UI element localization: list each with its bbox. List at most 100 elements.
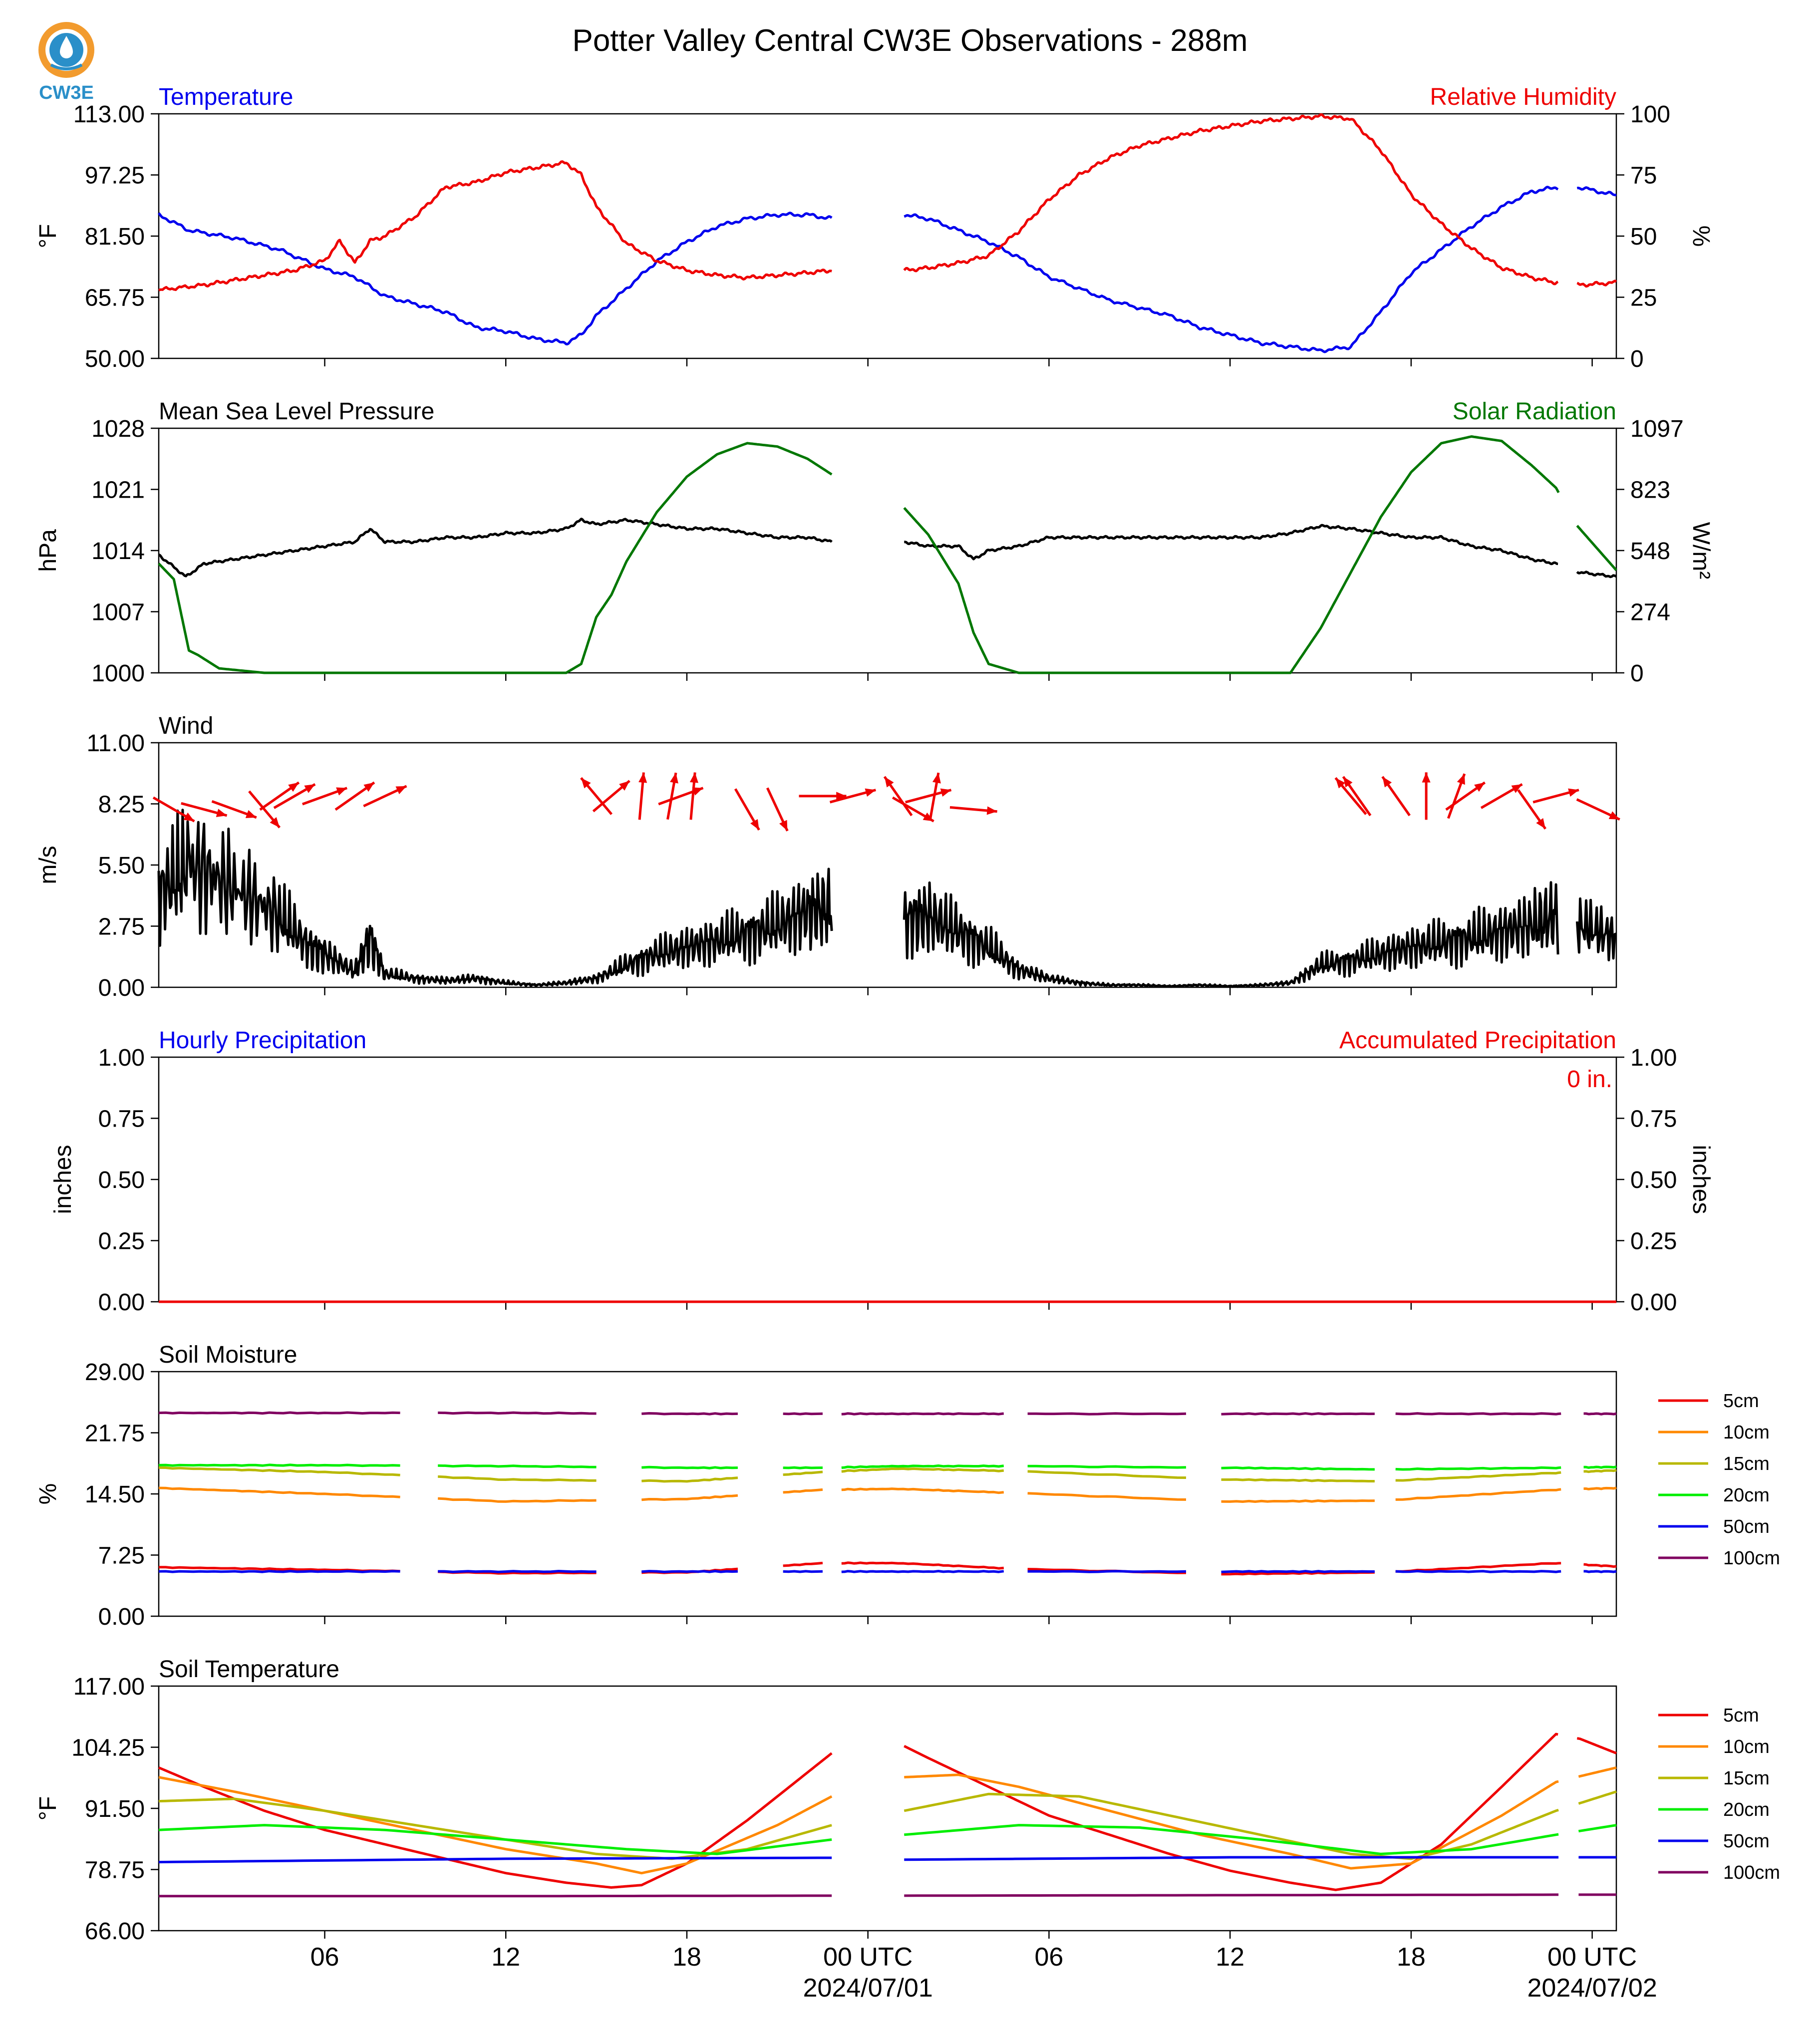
y-axis-label-left: m/s [35,846,61,884]
wind-arrow [1447,773,1466,819]
wind-arrow [1422,772,1431,820]
x-tick-label: 18 [1397,1943,1426,1972]
wind-arrow-head [270,817,280,828]
y-tick-label-right: 0.50 [1630,1167,1677,1193]
series-relative-humidity [158,113,1617,291]
y-tick-label-left: 1000 [91,660,145,687]
legend-label-10cm: 10cm [1723,1737,1770,1757]
y-tick-label-left: 50.00 [85,346,145,372]
y-tick-label-right: 1.00 [1630,1045,1677,1071]
y-tick-label-left: 0.75 [98,1106,145,1133]
panel-title-left: Hourly Precipitation [159,1027,366,1054]
y-tick-label-left: 1014 [91,538,145,565]
wind-arrow [799,792,847,801]
legend-label-15cm: 15cm [1723,1453,1770,1474]
wind-arrow-head [836,792,847,801]
panel-title-left: Soil Temperature [159,1656,339,1683]
y-tick-label-left: 0.00 [98,1289,145,1316]
legend-label-10cm: 10cm [1723,1422,1770,1443]
y-tick-label-right: 1097 [1630,416,1684,442]
wind-arrow [334,781,375,811]
y-axis-label-left: °F [35,1796,61,1821]
y-tick-label-left: 1.00 [98,1045,145,1071]
wind-arrow-head [1343,776,1353,788]
wind-arrow [638,772,647,820]
wind-arrow-head [1568,788,1579,797]
y-tick-label-right: 75 [1630,163,1657,189]
y-axis-label-left: °F [35,224,61,249]
wind-arrow-head [183,812,195,822]
y-tick-label-left: 21.75 [85,1421,145,1447]
wind-arrow [1480,783,1523,809]
y-tick-label-right: 50 [1630,224,1657,250]
legend-label-50cm: 50cm [1723,1516,1770,1537]
cw3e-logo-icon: CW3E [38,22,94,103]
panel-soil-moisture: 29.00 21.75 14.50 7.25 0.00 Soil Moisture% 5cm… [35,1342,1780,1630]
wind-arrow [883,776,913,817]
y-axis-label-right: inches [1688,1145,1714,1214]
wind-arrow-head [1608,811,1620,820]
x-tick-label: 12 [1215,1943,1244,1972]
wind-arrow [949,806,997,815]
series-100cm [158,1411,1617,1416]
wind-arrow-head [304,784,315,793]
wind-arrow-head [692,787,703,796]
panel-temperature-humidity: 113.00 97.25 81.50 65.75 50.00 100 75 50 25 0 Temp… [35,84,1714,372]
series-100cm [159,1893,1616,1898]
y-tick-label-left: 0.00 [98,1604,145,1630]
y-axis-label-left: inches [50,1145,76,1214]
y-tick-label-right: 548 [1630,538,1670,565]
wind-arrow-head [395,786,407,795]
y-tick-label-left: 0.25 [98,1228,145,1255]
series-15cm [158,1466,1617,1483]
y-axis-label-left: % [35,1483,61,1505]
legend-label-100cm: 100cm [1723,1862,1780,1883]
wind-arrow [592,780,630,813]
panel-pressure-solar: 1028 1021 1014 1007 1000 1097 823 548 274 0 Mean S… [35,398,1714,687]
wind-arrow [363,785,407,808]
wind-arrow [1334,777,1367,815]
y-tick-label-right: 0.75 [1630,1106,1677,1133]
legend-label-50cm: 50cm [1723,1831,1770,1852]
wind-arrow-head [619,781,630,791]
legend-label-15cm: 15cm [1723,1768,1770,1789]
wind-arrow-head [336,787,347,796]
wind-arrow-head [245,810,257,819]
panel-title-left: Wind [159,713,213,739]
legend-label-20cm: 20cm [1723,1799,1770,1820]
y-tick-label-right: 0 [1630,346,1644,372]
wind-arrow [658,787,704,806]
wind-arrow [734,788,760,831]
legend: 5cm 10cm 15cm 20cm 50cm 100cm [1658,1391,1780,1569]
wind-arrow-head [363,782,374,792]
series-solar-radiation [158,435,1617,674]
chart-title: Potter Valley Central CW3E Observations … [572,23,1247,58]
y-tick-label-left: 1028 [91,416,145,442]
y-tick-label-left: 65.75 [85,285,145,311]
y-tick-label-left: 97.25 [85,163,145,189]
y-tick-label-left: 8.25 [98,792,145,818]
y-tick-label-left: 113.00 [73,101,145,128]
wind-arrow-head [216,809,227,817]
y-tick-label-right: 100 [1630,101,1670,128]
cw3e-logo: CW3E [29,19,104,104]
x-tick-label: 18 [672,1943,701,1972]
y-axis-label-right: % [1688,226,1714,247]
x-tick-label: 12 [491,1943,520,1972]
wind-arrow-head [581,778,591,789]
wind-arrow [181,802,228,817]
panel-title-right: Solar Radiation [1453,398,1616,425]
x-date-label: 2024/07/02 [1527,1974,1657,2003]
series-wind-speed [157,809,1617,988]
y-tick-label-left: 14.50 [85,1481,145,1508]
wind-arrow-head [1511,784,1522,793]
wind-arrow-head [689,772,698,783]
wind-arrow [1576,798,1620,821]
wind-arrow-head [1457,774,1465,785]
wind-arrow [905,788,952,804]
y-tick-label-left: 1021 [91,477,145,504]
wind-arrow-head [750,819,759,830]
x-date-label: 2024/07/01 [803,1974,933,2003]
y-tick-label-left: 91.50 [85,1796,145,1822]
wind-arrow [1381,776,1411,817]
